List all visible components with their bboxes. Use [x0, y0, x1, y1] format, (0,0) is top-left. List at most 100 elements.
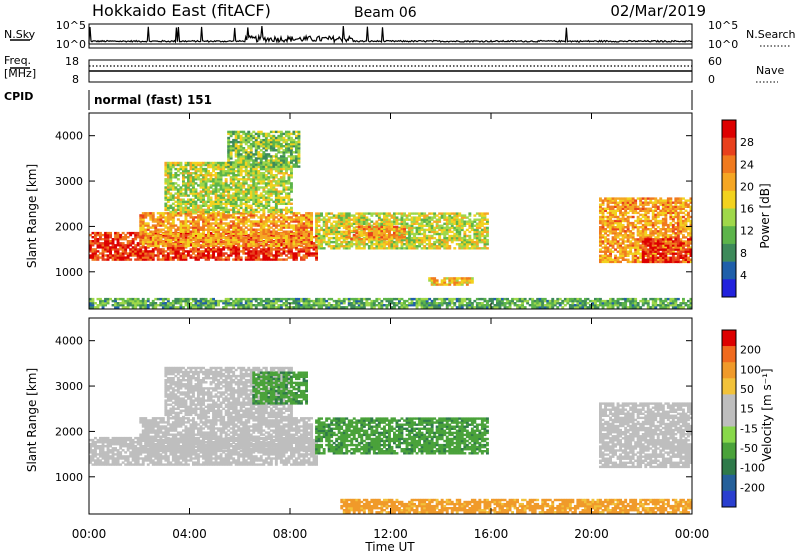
range-gate-cell: [227, 188, 231, 191]
range-gate-cell: [274, 182, 278, 185]
range-gate-cell: [171, 182, 175, 185]
range-gate-cell: [262, 240, 266, 244]
range-gate-cell: [176, 206, 180, 210]
range-gate-cell: [237, 151, 241, 154]
range-gate-cell: [330, 240, 334, 244]
range-gate-cell: [606, 207, 610, 210]
range-gate-cell: [335, 224, 339, 227]
range-gate-cell: [279, 165, 283, 168]
range-gate-cell: [395, 236, 399, 239]
range-gate-cell: [134, 252, 138, 255]
range-gate-cell: [282, 138, 286, 142]
range-gate-cell: [264, 250, 268, 253]
range-gate-cell: [227, 155, 231, 158]
range-gate-cell: [171, 194, 175, 197]
range-gate-cell: [214, 182, 218, 185]
range-gate-cell: [624, 250, 628, 253]
range-gate-cell: [347, 247, 351, 250]
range-gate-cell: [448, 281, 452, 284]
range-gate-cell: [388, 227, 391, 231]
range-gate-cell: [400, 245, 404, 248]
range-gate-cell: [252, 222, 256, 225]
range-gate-cell: [428, 230, 432, 234]
range-gate-cell: [166, 246, 170, 249]
range-gate-cell: [317, 236, 321, 240]
range-gate-cell: [239, 192, 243, 195]
range-gate-cell: [156, 248, 160, 251]
range-gate-cell: [365, 216, 369, 219]
range-gate-cell: [285, 236, 288, 239]
range-gate-cell: [455, 238, 459, 242]
range-gate-cell: [207, 246, 210, 249]
range-gate-cell: [192, 202, 195, 205]
range-gate-cell: [249, 210, 253, 214]
range-gate-cell: [297, 155, 301, 158]
range-gate-cell: [234, 228, 238, 231]
range-gate-cell: [445, 222, 449, 225]
range-gate-cell: [227, 184, 231, 187]
range-gate-cell: [272, 149, 276, 152]
range-gate-cell: [295, 147, 298, 150]
range-gate-cell: [408, 234, 411, 238]
range-gate-cell: [249, 198, 253, 201]
range-gate-cell: [601, 258, 605, 261]
range-gate-cell: [227, 165, 231, 168]
range-gate-cell: [624, 248, 628, 251]
range-gate-cell: [616, 223, 620, 227]
range-gate-cell: [480, 234, 484, 238]
range-gate-cell: [264, 216, 268, 219]
range-gate-cell: [292, 218, 296, 221]
range-gate-cell: [224, 236, 228, 239]
range-gate-cell: [611, 242, 615, 245]
range-gate-cell: [282, 224, 286, 227]
range-gate-cell: [154, 228, 158, 231]
range-gate-cell: [99, 244, 102, 247]
range-gate-cell: [161, 252, 165, 255]
range-gate-cell: [425, 243, 429, 246]
range-gate-cell: [237, 163, 241, 166]
range-gate-cell: [192, 226, 195, 229]
range-gate-cell: [264, 200, 268, 203]
range-gate-cell: [207, 210, 210, 214]
range-gate-cell: [322, 224, 326, 227]
range-gate-cell: [262, 138, 266, 142]
range-gate-cell: [438, 245, 442, 248]
range-gate-cell: [420, 220, 424, 223]
range-gate-cell: [204, 208, 208, 212]
range-gate-cell: [274, 192, 278, 195]
range-gate-cell: [179, 206, 183, 210]
range-gate-cell: [207, 256, 210, 259]
range-gate-cell: [212, 184, 215, 187]
range-gate-cell: [408, 238, 411, 242]
range-gate-cell: [274, 216, 278, 219]
range-gate-cell: [149, 244, 153, 248]
range-gate-cell: [151, 233, 155, 237]
range-gate-cell: [463, 224, 467, 227]
range-gate-cell: [164, 198, 168, 201]
range-gate-cell: [247, 224, 251, 227]
range-gate-cell: [315, 212, 318, 215]
range-gate-cell: [174, 246, 178, 249]
range-gate-cell: [237, 220, 241, 223]
range-gate-cell: [433, 212, 437, 215]
range-gate-cell: [606, 250, 610, 253]
range-gate-cell: [217, 212, 220, 215]
range-gate-cell: [106, 244, 110, 247]
range-gate-cell: [626, 254, 630, 257]
range-gate-cell: [440, 245, 444, 248]
range-gate-cell: [166, 182, 170, 185]
range-gate-cell: [290, 244, 293, 248]
range-gate-cell: [332, 232, 336, 236]
range-gate-cell: [182, 254, 185, 257]
range-gate-cell: [486, 220, 489, 223]
range-gate-cell: [202, 204, 205, 207]
range-gate-cell: [335, 222, 339, 225]
range-gate-cell: [340, 230, 344, 234]
range-gate-cell: [237, 169, 241, 173]
range-gate-cell: [217, 258, 220, 261]
range-gate-cell: [267, 188, 271, 191]
range-gate-cell: [380, 243, 384, 246]
range-gate-cell: [337, 222, 341, 225]
range-gate-cell: [315, 216, 318, 219]
range-gate-cell: [257, 202, 261, 205]
